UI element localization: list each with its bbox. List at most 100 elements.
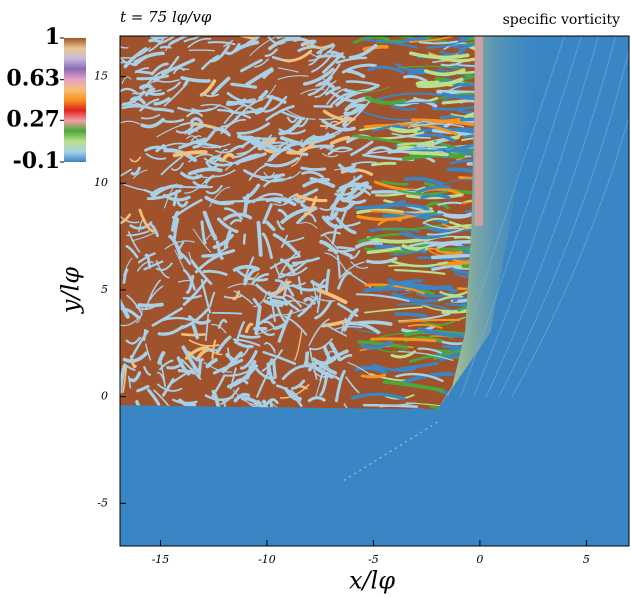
wake-streak <box>204 313 210 342</box>
y-tick-label: -5 <box>97 496 108 509</box>
wake-streak <box>441 309 470 314</box>
wake-streak <box>360 373 386 379</box>
wake-streak <box>299 222 318 229</box>
wake-streak <box>446 167 476 183</box>
wake-streak <box>276 36 294 42</box>
wake-streak <box>303 297 316 305</box>
wake-streak <box>234 340 254 349</box>
wake-streak <box>462 249 476 256</box>
wake-streak <box>395 372 444 383</box>
wake-streak <box>352 36 390 45</box>
wake-streak <box>309 338 333 351</box>
wake-streak <box>122 47 151 59</box>
wake-streak <box>274 279 295 297</box>
wake-streak <box>168 36 197 46</box>
wake-streak <box>454 43 476 49</box>
wake-streak <box>139 84 153 90</box>
wake-streak <box>426 228 464 236</box>
wake-streak <box>177 279 192 283</box>
wake-streak <box>457 64 476 75</box>
wake-streak <box>209 291 216 308</box>
wake-streak <box>120 307 140 319</box>
wake-streak <box>172 150 208 158</box>
wake-streak <box>349 250 361 260</box>
wake-streak <box>433 67 459 72</box>
wake-streak <box>262 350 297 365</box>
wake-streak <box>364 306 423 314</box>
wake-streak <box>301 170 324 179</box>
wake-streak <box>340 164 356 172</box>
wake-streak <box>197 359 203 379</box>
wake-streak <box>370 161 397 167</box>
wake-streak <box>394 312 428 318</box>
wake-streak <box>209 44 231 63</box>
wake-streak <box>329 135 351 146</box>
wake-streak <box>182 277 208 306</box>
wake-streak <box>405 281 459 292</box>
wake-streak <box>428 53 476 63</box>
wake-streak <box>120 45 129 49</box>
wake-streak <box>144 343 152 361</box>
wake-streak <box>314 300 333 320</box>
wake-streak <box>260 84 277 101</box>
wake-streak <box>278 128 306 135</box>
wake-streak <box>207 41 236 46</box>
wake-streak <box>351 161 378 166</box>
wake-streak <box>243 169 279 179</box>
wake-streak <box>251 272 270 285</box>
wake-streak <box>347 103 366 109</box>
wake-streak <box>122 351 149 363</box>
wake-streak <box>383 279 424 290</box>
wake-streak <box>230 107 263 115</box>
wake-streak <box>188 153 214 163</box>
wake-streak <box>341 63 377 74</box>
wake-streak <box>140 117 165 129</box>
wake-streak <box>328 91 353 108</box>
wake-streak <box>279 250 301 276</box>
x-tick-label: -15 <box>152 553 170 566</box>
wake-streak <box>313 370 332 378</box>
wake-streak <box>200 278 212 314</box>
wake-streak <box>256 220 263 257</box>
wake-streak <box>464 200 476 205</box>
wake-streak <box>364 247 419 254</box>
wake-streak <box>458 175 476 182</box>
wake-streak <box>254 304 262 336</box>
wake-streak <box>186 111 204 118</box>
wake-streak <box>426 43 476 50</box>
wake-streak <box>130 166 141 176</box>
wake-streak <box>178 137 207 150</box>
wake-streak <box>445 141 476 154</box>
wake-streak <box>166 81 181 92</box>
wake-streak <box>157 383 183 392</box>
wake-streak <box>272 233 301 257</box>
wake-streak <box>248 403 259 408</box>
wake-streak <box>125 336 141 345</box>
wake-streak <box>225 43 241 56</box>
wake-streak <box>396 135 460 151</box>
wake-streak <box>190 135 202 142</box>
wake-streak <box>202 210 218 241</box>
wake-streak <box>120 364 127 394</box>
wake-streak <box>162 193 191 202</box>
wake-streak <box>337 163 360 173</box>
wake-streak <box>417 347 443 354</box>
wake-streak <box>381 180 409 186</box>
bow-wave <box>447 36 565 397</box>
wake-streak <box>417 256 475 262</box>
wake-streak <box>201 93 220 98</box>
wake-streak <box>178 398 197 408</box>
wake-streak <box>324 252 348 273</box>
wake-streak <box>232 264 260 272</box>
wake-streak <box>269 298 289 306</box>
wake-streak <box>391 248 426 256</box>
wake-streak <box>459 112 476 122</box>
wake-streak <box>227 283 262 289</box>
wake-streak <box>185 274 195 295</box>
wake-streak <box>262 399 275 410</box>
wake-streak <box>215 335 232 354</box>
field <box>120 36 629 546</box>
wake-streak <box>127 375 132 389</box>
wake-streak <box>461 136 476 146</box>
wake-streak <box>360 340 393 350</box>
